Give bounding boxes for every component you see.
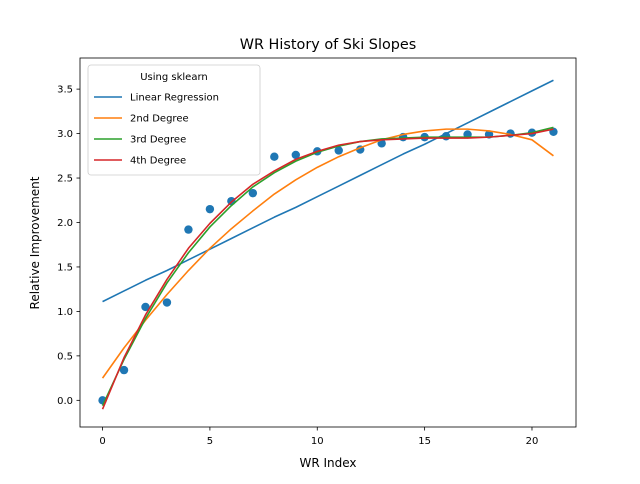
series-line-2nd-degree bbox=[101, 128, 554, 379]
y-tick-label: 3.5 bbox=[57, 85, 73, 96]
data-point bbox=[162, 298, 172, 307]
legend-entry-label: 4th Degree bbox=[130, 156, 186, 167]
data-point bbox=[141, 302, 150, 312]
legend-entry-label: 2nd Degree bbox=[130, 114, 189, 125]
legend: Using sklearn Linear Regression 2nd Degree… bbox=[87, 64, 261, 176]
chart-title: WR History of Ski Slopes bbox=[240, 37, 416, 53]
axes-frame bbox=[79, 57, 577, 428]
legend-entry-label: Linear Regression bbox=[130, 93, 219, 104]
data-point bbox=[184, 225, 193, 234]
data-point bbox=[119, 365, 129, 375]
series-line-4th-degree bbox=[101, 128, 554, 410]
x-tick-label: 0 bbox=[99, 436, 105, 447]
y-axis-label: Relative Improvement bbox=[28, 176, 42, 309]
y-tick-label: 2.0 bbox=[57, 218, 73, 229]
data-point bbox=[248, 188, 258, 198]
data-point bbox=[334, 146, 343, 155]
legend-box bbox=[87, 64, 261, 176]
y-tick-label: 1.5 bbox=[57, 263, 73, 274]
legend-entry-label: 3rd Degree bbox=[130, 135, 186, 146]
y-tick-label: 1.0 bbox=[57, 307, 73, 318]
x-axis-label: WR Index bbox=[299, 456, 356, 470]
plot-area: 0 5 10 15 20 0.0 0.5 1.0 1.5 2.0 2.5 3.0 3.5 bbox=[57, 57, 577, 447]
x-tick-label: 15 bbox=[418, 436, 431, 447]
data-point bbox=[205, 204, 215, 214]
data-point bbox=[270, 152, 279, 161]
x-tick-label: 5 bbox=[207, 436, 213, 447]
y-tick-label: 0.5 bbox=[57, 351, 73, 362]
data-point bbox=[291, 150, 300, 160]
x-tick-label: 10 bbox=[311, 436, 324, 447]
legend-title: Using sklearn bbox=[140, 72, 208, 83]
y-tick-label: 0.0 bbox=[57, 396, 73, 407]
y-tick-label: 2.5 bbox=[57, 174, 73, 185]
y-tick-label: 3.0 bbox=[57, 129, 73, 140]
x-tick-label: 20 bbox=[526, 436, 539, 447]
